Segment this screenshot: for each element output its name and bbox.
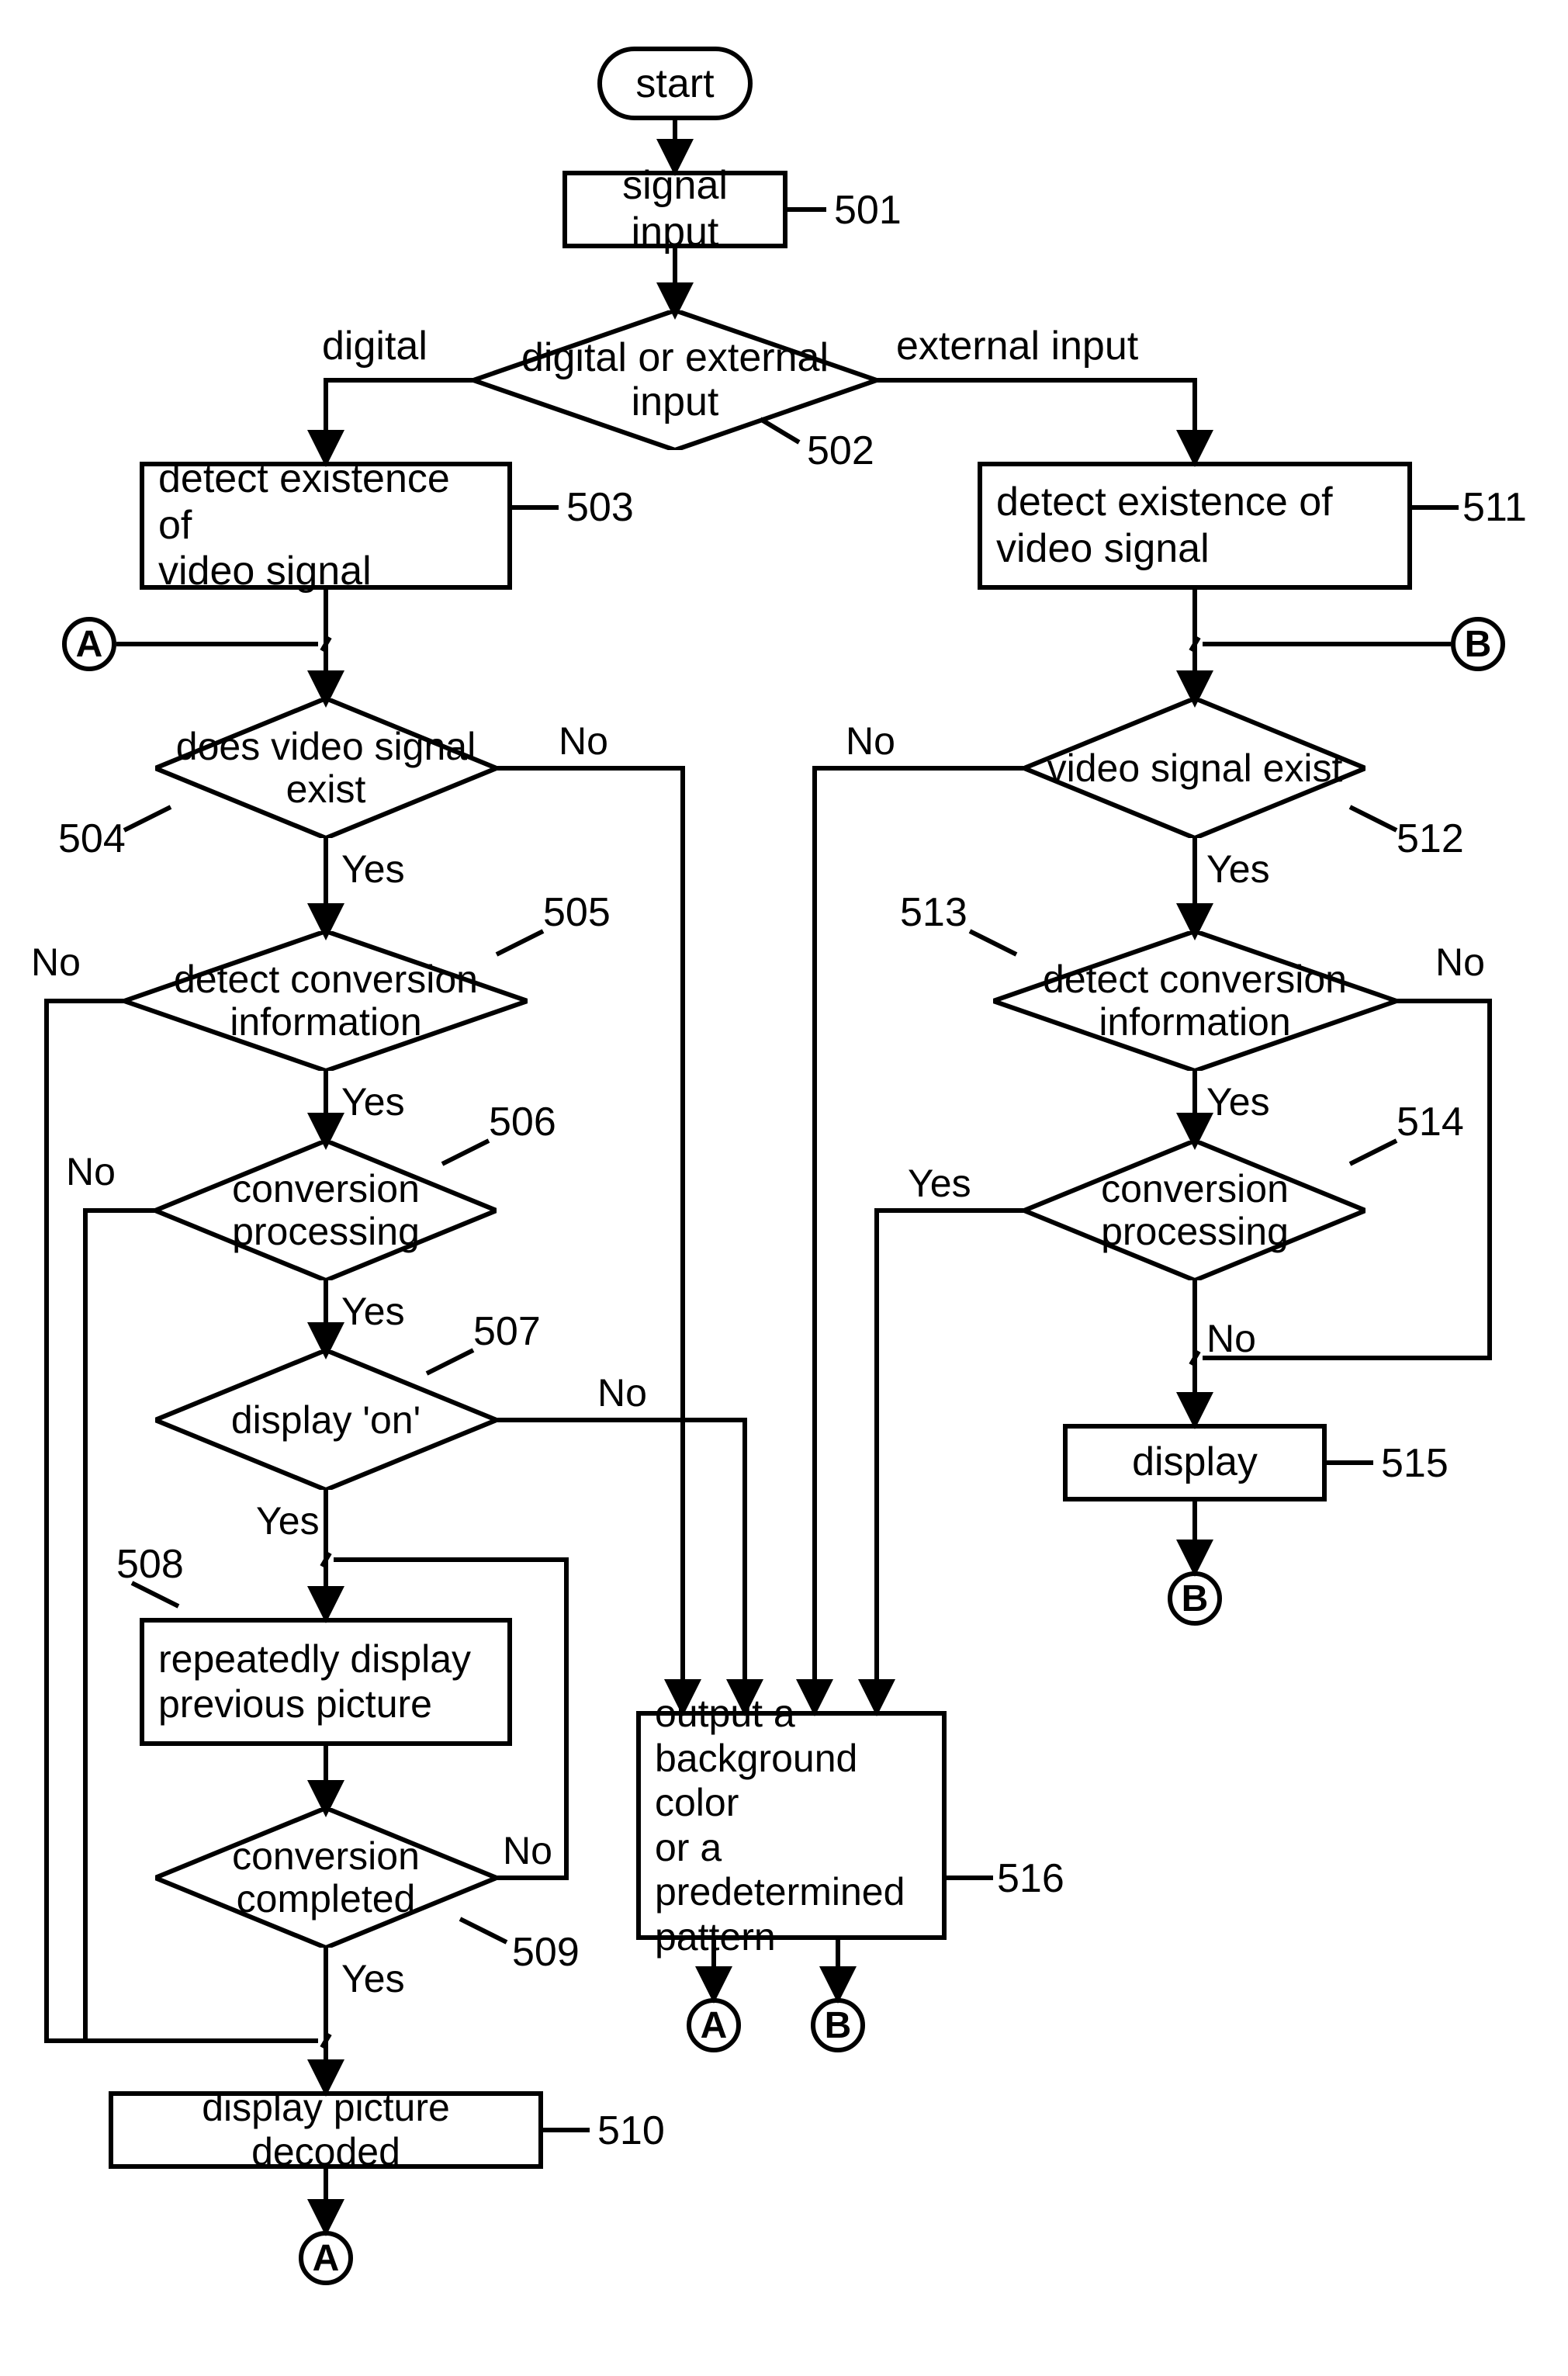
connector-B-516-label: B xyxy=(825,2004,852,2047)
edge-506-yes: Yes xyxy=(341,1292,405,1331)
edge-505-no: No xyxy=(31,943,81,982)
ref-501: 501 xyxy=(834,190,902,230)
edge-512-no: No xyxy=(846,722,895,760)
connector-A-516-label: A xyxy=(701,2004,728,2047)
edge-513-no: No xyxy=(1435,943,1485,982)
edge-514-no: No xyxy=(1206,1319,1256,1358)
ref-504: 504 xyxy=(58,819,126,859)
decision-507-display-on: display 'on' xyxy=(155,1350,497,1490)
edge-513-yes: Yes xyxy=(1206,1082,1270,1121)
process-515-display: display xyxy=(1063,1424,1327,1501)
decision-507-label: display 'on' xyxy=(222,1399,430,1442)
decision-514-conversion-processing: conversion processing xyxy=(1024,1141,1366,1280)
ref-502: 502 xyxy=(807,431,874,471)
ref-513: 513 xyxy=(900,892,967,933)
merge-tick xyxy=(1189,636,1200,652)
connector-B-mid: B xyxy=(1168,1571,1222,1626)
ref-511: 511 xyxy=(1462,487,1527,528)
merge-tick xyxy=(1189,1350,1200,1366)
decision-506-label: conversion processing xyxy=(155,1168,497,1253)
decision-502-label: digital or external input xyxy=(473,336,877,424)
process-516-output-background: output a background color or a predeterm… xyxy=(636,1711,947,1940)
ref-512: 512 xyxy=(1397,819,1464,859)
ref-514: 514 xyxy=(1397,1102,1464,1142)
terminator-start: start xyxy=(597,47,753,120)
process-516-label: output a background color or a predeterm… xyxy=(655,1692,928,1959)
merge-tick xyxy=(320,636,331,652)
edge-504-no: No xyxy=(559,722,608,760)
process-503-detect-video: detect existence of video signal xyxy=(140,462,512,590)
decision-512-video-exist: video signal exist xyxy=(1024,698,1366,838)
decision-505-label: detect conversion information xyxy=(124,958,528,1044)
ref-507: 507 xyxy=(473,1311,541,1352)
edge-512-yes: Yes xyxy=(1206,850,1270,888)
process-511-detect-video: detect existence of video signal xyxy=(978,462,1412,590)
ref-515: 515 xyxy=(1381,1443,1449,1484)
merge-tick xyxy=(320,2033,331,2049)
process-510-display-decoded: display picture decoded xyxy=(109,2091,543,2169)
decision-506-conversion-processing: conversion processing xyxy=(155,1141,497,1280)
connector-B-mid-label: B xyxy=(1182,1578,1209,1620)
process-510-label: display picture decoded xyxy=(127,2086,524,2175)
decision-509-conversion-completed: conversion completed xyxy=(155,1808,497,1948)
ref-505: 505 xyxy=(543,892,611,933)
edge-509-yes: Yes xyxy=(341,1959,405,1998)
edge-505-yes: Yes xyxy=(341,1082,405,1121)
decision-513-label: detect conversion information xyxy=(993,958,1397,1044)
connector-A-left: A xyxy=(62,617,116,671)
edge-514-yes: Yes xyxy=(908,1164,971,1203)
ref-516: 516 xyxy=(997,1858,1064,1899)
ref-508: 508 xyxy=(116,1544,184,1585)
connector-A-bottom: A xyxy=(299,2231,353,2285)
edge-507-no: No xyxy=(597,1373,647,1412)
decision-512-label: video signal exist xyxy=(1038,747,1352,790)
ref-509: 509 xyxy=(512,1932,580,1972)
flowchart-canvas: start signal input digital or external i… xyxy=(0,0,1568,2376)
decision-504-video-exist: does video signal exist xyxy=(155,698,497,838)
ref-503: 503 xyxy=(566,487,634,528)
process-511-label: detect existence of video signal xyxy=(996,480,1333,573)
connector-A-516: A xyxy=(687,1998,741,2052)
ref-510: 510 xyxy=(597,2111,665,2151)
decision-504-label: does video signal exist xyxy=(155,726,497,811)
decision-514-label: conversion processing xyxy=(1024,1168,1366,1253)
process-501-signal-input: signal input xyxy=(562,171,787,248)
edge-502-digital: digital xyxy=(322,326,427,366)
connector-B-right-label: B xyxy=(1465,623,1492,666)
connector-A-left-label: A xyxy=(76,623,103,666)
connector-B-right: B xyxy=(1451,617,1505,671)
edge-507-yes: Yes xyxy=(256,1501,320,1540)
connector-B-516: B xyxy=(811,1998,865,2052)
decision-509-label: conversion completed xyxy=(155,1835,497,1921)
process-508-label: repeatedly display previous picture xyxy=(158,1637,471,1727)
process-508-repeat-display: repeatedly display previous picture xyxy=(140,1618,512,1746)
edge-506-no: No xyxy=(66,1152,116,1191)
process-515-label: display xyxy=(1132,1439,1258,1486)
process-503-label: detect existence of video signal xyxy=(158,456,493,595)
decision-513-detect-conversion-info: detect conversion information xyxy=(993,931,1397,1071)
ref-506: 506 xyxy=(489,1102,556,1142)
edge-502-external: external input xyxy=(896,326,1138,366)
merge-tick xyxy=(320,1552,331,1567)
connector-A-bottom-label: A xyxy=(313,2237,340,2280)
decision-505-detect-conversion-info: detect conversion information xyxy=(124,931,528,1071)
edge-509-no: No xyxy=(503,1831,552,1870)
process-501-label: signal input xyxy=(581,163,769,256)
edge-504-yes: Yes xyxy=(341,850,405,888)
terminator-start-label: start xyxy=(635,61,714,107)
